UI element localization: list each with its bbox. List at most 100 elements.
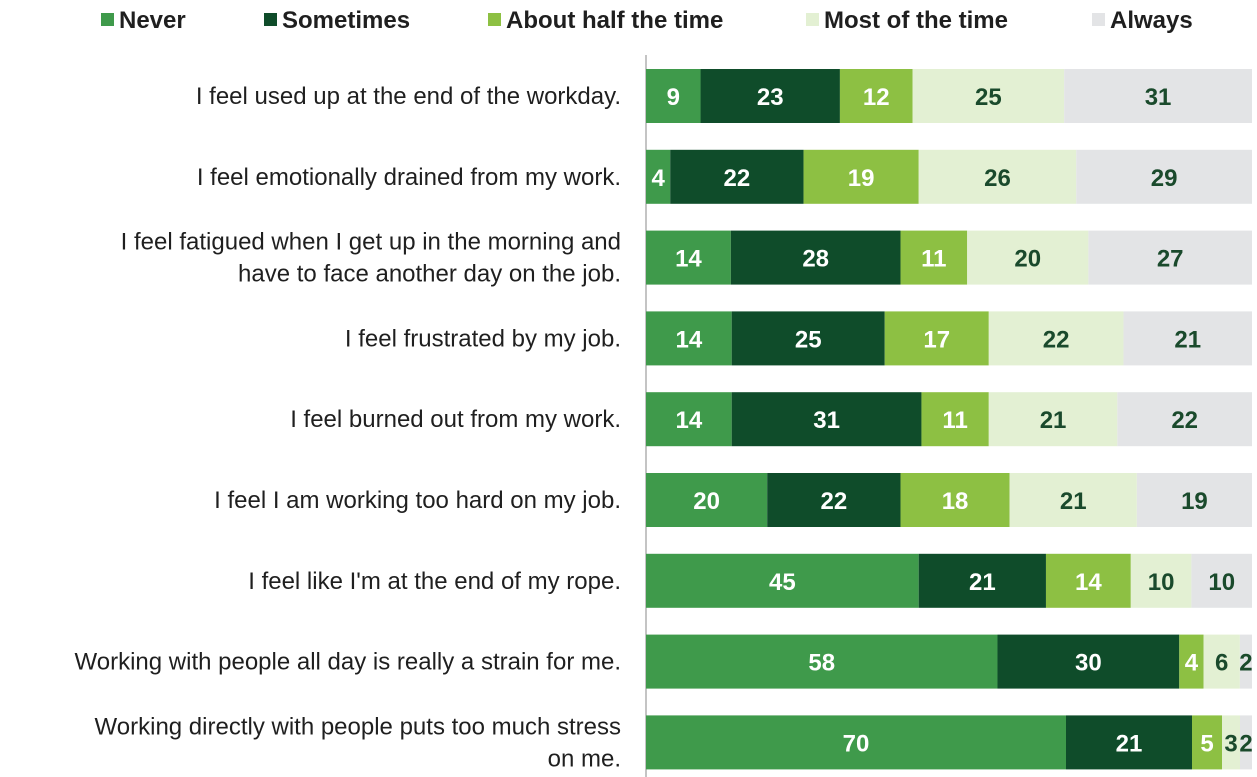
bar-segment-sometimes [730,230,901,285]
data-label-about-half-the-time: 18 [942,488,969,515]
data-label-sometimes: 30 [1075,650,1102,677]
legend-swatch-most-of-the-time [806,13,819,26]
category-label: I feel fatigued when I get up in the mor… [121,229,621,256]
data-label-never: 14 [675,326,702,353]
data-label-sometimes: 21 [1116,730,1143,757]
data-label-never: 9 [667,84,680,111]
legend-label-never: Never [119,7,186,34]
category-labels: I feel used up at the end of the workday… [75,83,621,772]
bar-segment-most-of-the-time [967,230,1089,285]
category-label: Working with people all day is really a … [75,649,621,676]
legend-label-most-of-the-time: Most of the time [824,7,1008,34]
data-label-most-of-the-time: 20 [1014,246,1041,273]
bar-segment-about-half-the-time [900,473,1010,527]
data-label-never: 70 [843,730,870,757]
bar-segment-never [646,69,701,123]
data-label-sometimes: 25 [795,326,822,353]
legend-swatch-never [101,13,114,26]
category-label: I feel like I'm at the end of my rope. [248,568,621,595]
category-label: I feel emotionally drained from my work. [197,164,621,191]
data-label-always: 2 [1239,730,1252,757]
data-label-always: 2 [1239,650,1252,677]
category-label: I feel I am working too hard on my job. [214,487,621,514]
bar-segment-most-of-the-time [988,392,1118,447]
bar-segment-about-half-the-time [839,69,913,123]
data-label-most-of-the-time: 21 [1040,407,1067,434]
bar-segment-about-half-the-time [900,230,968,285]
data-label-never: 14 [675,407,702,434]
bar-segment-most-of-the-time [1009,473,1137,527]
bar-segment-about-half-the-time [1045,553,1131,608]
bar-segment-sometimes [997,634,1180,689]
data-label-sometimes: 22 [724,165,751,192]
data-label-never: 14 [675,246,702,273]
data-label-sometimes: 22 [821,488,848,515]
data-label-most-of-the-time: 6 [1215,650,1228,677]
data-label-sometimes: 23 [757,84,784,111]
bar-segment-about-half-the-time [803,149,919,204]
data-label-sometimes: 28 [802,246,829,273]
legend-swatch-about-half-the-time [488,13,501,26]
bar-segment-always [1240,715,1252,770]
bar-segment-never [646,149,671,204]
bar-segment-always [1136,473,1252,527]
data-label-about-half-the-time: 14 [1075,569,1102,596]
legend-label-about-half-the-time: About half the time [506,7,723,34]
category-label: Working directly with people puts too mu… [95,713,621,740]
bar-segment-about-half-the-time [884,311,989,366]
data-label-never: 45 [769,569,796,596]
data-label-most-of-the-time: 25 [975,84,1002,111]
data-label-sometimes: 31 [813,407,840,434]
bar-segment-always [1191,553,1252,608]
bar-segment-always [1088,230,1252,285]
bar-segment-sometimes [918,553,1046,608]
category-label: on me. [548,745,621,772]
legend-swatch-sometimes [264,13,277,26]
data-label-about-half-the-time: 5 [1200,730,1213,757]
data-label-always: 19 [1181,488,1208,515]
data-label-most-of-the-time: 21 [1060,488,1087,515]
data-label-about-half-the-time: 11 [921,246,946,273]
bar-segment-most-of-the-time [1222,715,1240,770]
data-label-always: 10 [1208,569,1235,596]
bar-segment-sometimes [700,69,840,123]
category-label: have to face another day on the job. [238,261,621,288]
data-label-always: 21 [1174,326,1201,353]
bar-segment-most-of-the-time [912,69,1065,123]
data-label-most-of-the-time: 3 [1224,730,1237,757]
data-label-always: 27 [1157,246,1184,273]
data-label-about-half-the-time: 19 [848,165,875,192]
data-label-about-half-the-time: 4 [1185,650,1199,677]
legend-label-sometimes: Sometimes [282,7,410,34]
legend: Never Sometimes About half the time Most of… [101,7,1193,34]
data-label-most-of-the-time: 10 [1148,569,1175,596]
bar-segment-always [1239,634,1252,689]
bar-segment-always [1117,392,1252,447]
bar-segment-about-half-the-time [1192,715,1222,770]
data-label-always: 29 [1151,165,1178,192]
bar-segment-never [646,634,998,689]
data-label-about-half-the-time: 12 [863,84,890,111]
bar-segment-most-of-the-time [1203,634,1240,689]
data-label-always: 31 [1145,84,1172,111]
bar-segment-never [646,715,1066,770]
data-label-about-half-the-time: 11 [942,407,967,434]
bar-segment-always [1123,311,1252,366]
data-label-never: 20 [693,488,720,515]
data-label-about-half-the-time: 17 [923,326,950,353]
bar-segment-about-half-the-time [1179,634,1204,689]
bar-segment-sometimes [1066,715,1192,770]
legend-swatch-always [1092,13,1105,26]
data-label-never: 4 [651,165,665,192]
bar-segment-never [646,473,768,527]
bar-segment-sometimes [731,392,922,447]
bar-segment-most-of-the-time [918,149,1077,204]
category-label: I feel burned out from my work. [290,406,621,433]
bar-segment-sometimes [767,473,901,527]
category-label: I feel frustrated by my job. [345,325,621,352]
data-label-most-of-the-time: 26 [984,165,1011,192]
bar-segment-always [1076,149,1252,204]
bar-segment-never [646,311,732,366]
